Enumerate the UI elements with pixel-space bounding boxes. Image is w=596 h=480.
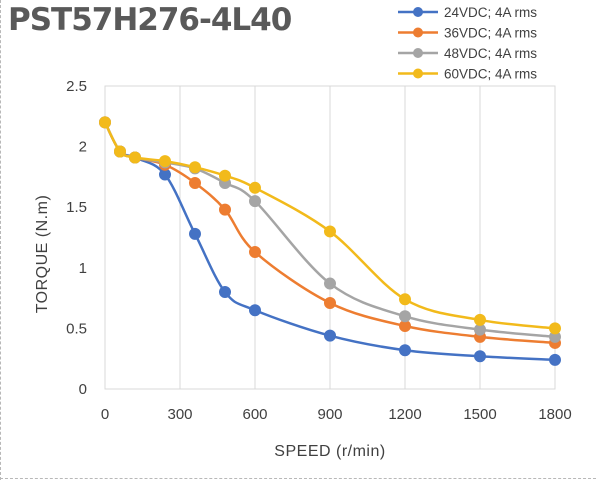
legend-entry: 48VDC; 4A rms: [398, 46, 537, 61]
legend-entry: 24VDC; 4A rms: [398, 5, 537, 20]
data-point: [399, 310, 411, 323]
data-point: [114, 145, 126, 158]
data-point: [324, 225, 336, 238]
series-layer: [99, 116, 561, 366]
x-tick-label: 1800: [538, 406, 571, 423]
data-point: [219, 169, 231, 182]
frame-left-border: [0, 0, 1, 480]
data-point: [189, 161, 201, 174]
legend-marker: [413, 68, 423, 79]
data-point: [549, 353, 561, 366]
legend: 24VDC; 4A rms 36VDC; 4A rms 48VDC; 4A rms 6…: [398, 5, 537, 82]
legend-label: 24VDC; 4A rms: [444, 5, 537, 20]
data-point: [324, 329, 336, 342]
y-tick-label: 2.5: [66, 78, 87, 95]
data-point: [219, 203, 231, 216]
x-tick-label: 1200: [388, 406, 421, 423]
y-tick-label: 0: [79, 381, 87, 398]
data-point: [249, 246, 261, 259]
legend-label: 60VDC; 4A rms: [444, 67, 537, 82]
x-axis-title: SPEED (r/min): [274, 443, 385, 460]
legend-label: 36VDC; 4A rms: [444, 26, 537, 41]
y-tick-label: 1.5: [66, 199, 87, 216]
data-point: [219, 286, 231, 299]
y-tick-label: 0.5: [66, 320, 87, 337]
data-point: [249, 181, 261, 194]
x-tick-label: 600: [242, 406, 267, 423]
legend-entry: 60VDC; 4A rms: [398, 67, 537, 82]
y-tick-label: 2: [79, 139, 87, 156]
data-point: [249, 304, 261, 317]
grid-layer: [104, 85, 556, 390]
x-tick-label: 300: [167, 406, 192, 423]
legend-label: 48VDC; 4A rms: [444, 46, 537, 61]
data-point: [549, 322, 561, 335]
data-point: [324, 277, 336, 290]
x-tick-label: 1500: [463, 406, 496, 423]
x-tick-label: 0: [101, 406, 109, 423]
data-point: [399, 293, 411, 306]
legend-marker: [413, 27, 423, 38]
axis-layer: 0 300 600 900 1200 1500 1800 0 0.5 1 1.5 2 2.5: [66, 78, 572, 423]
y-tick-label: 1: [79, 260, 87, 277]
data-point: [129, 151, 141, 164]
data-point: [474, 313, 486, 326]
data-point: [399, 344, 411, 357]
data-point: [324, 296, 336, 309]
data-point: [249, 195, 261, 208]
legend-entry: 36VDC; 4A rms: [398, 26, 537, 41]
chart-title: PST57H276-4L40: [8, 2, 292, 38]
legend-marker: [413, 7, 423, 17]
data-point: [474, 350, 486, 363]
series-4: [99, 116, 561, 335]
y-axis-title: TORQUE (N.m): [34, 195, 51, 314]
data-point: [159, 155, 171, 168]
data-point: [99, 116, 111, 129]
data-point: [189, 176, 201, 189]
data-point: [189, 227, 201, 240]
frame-bottom-border: [0, 478, 596, 479]
x-tick-label: 900: [317, 406, 342, 423]
legend-marker: [413, 48, 423, 58]
